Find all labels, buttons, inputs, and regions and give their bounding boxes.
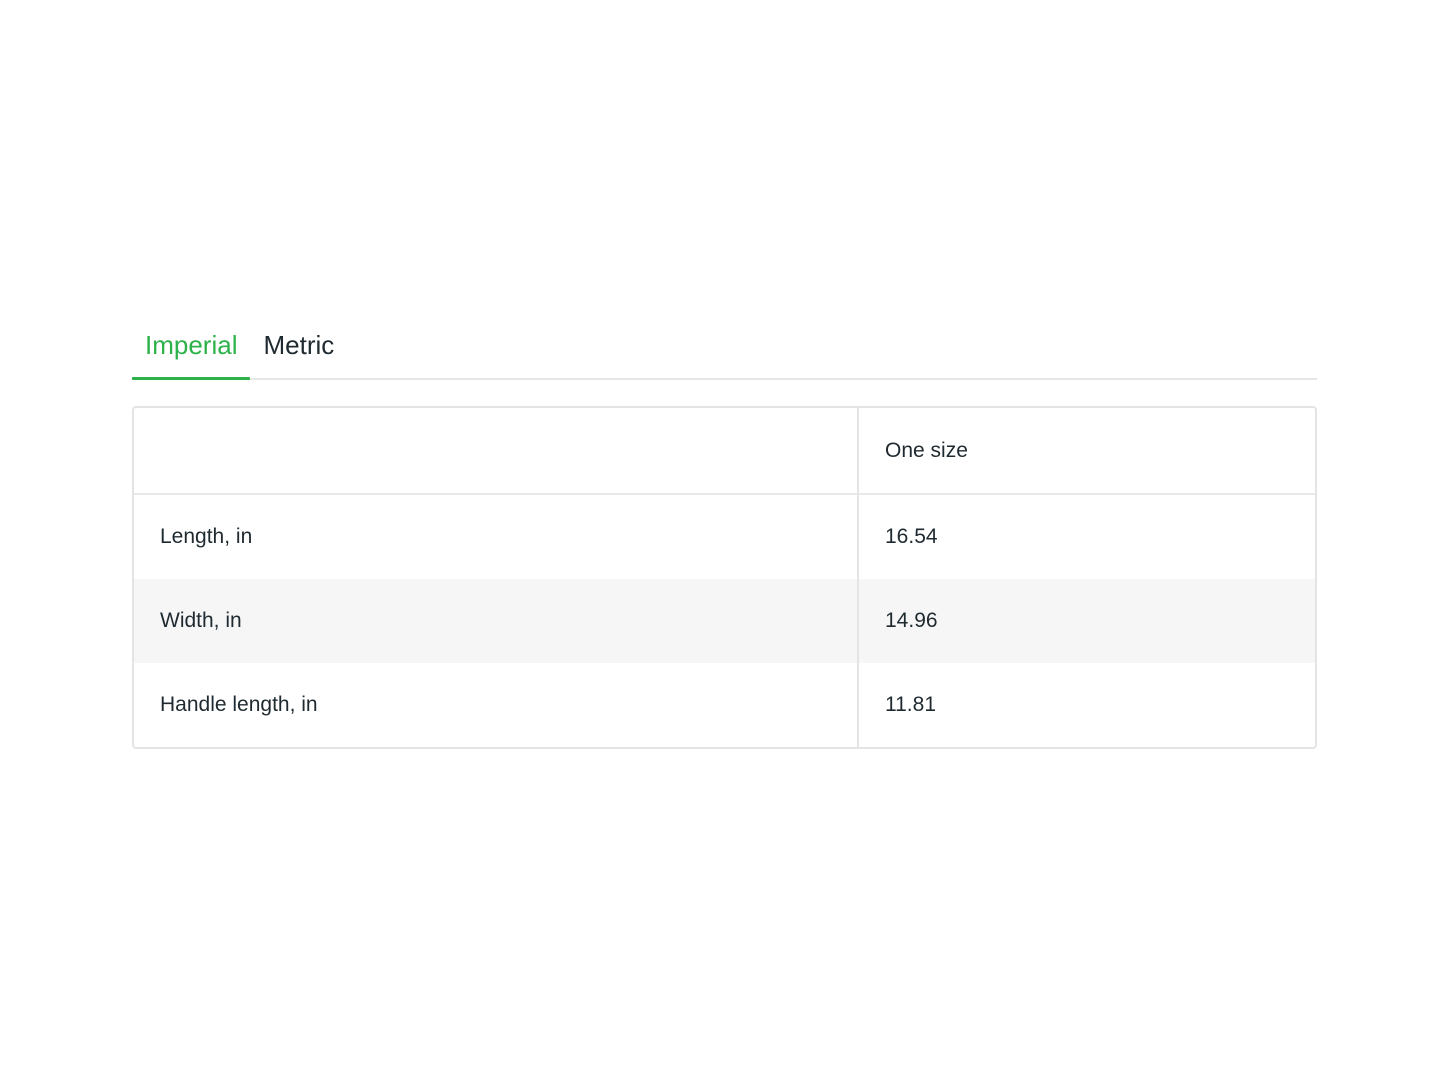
row-value: 14.96 [885,609,938,632]
tab-imperial[interactable]: Imperial [132,322,251,380]
row-label: Handle length, in [134,663,859,747]
row-label: Width, in [134,579,859,663]
table-row: Width, in 14.96 [134,579,1315,663]
size-table: One size Length, in 16.54 Width, in 14.9… [132,406,1317,749]
table-row: Handle length, in 11.81 [134,663,1315,747]
tab-metric[interactable]: Metric [263,330,335,360]
header-cell-empty [134,408,859,493]
row-label: Length, in [134,495,859,579]
row-value: 16.54 [885,525,938,548]
header-cell-size: One size [885,438,968,462]
unit-tabs: Imperial Metric [132,322,1317,380]
table-header-row: One size [134,408,1315,495]
row-value: 11.81 [885,693,936,716]
table-row: Length, in 16.54 [134,495,1315,579]
